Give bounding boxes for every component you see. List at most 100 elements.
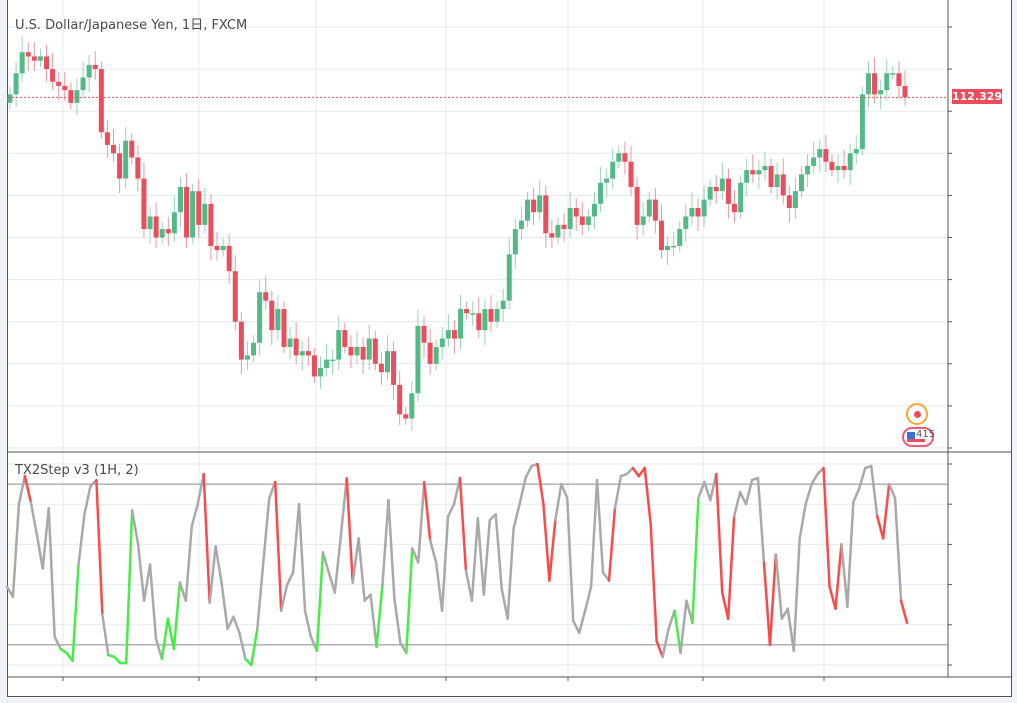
indicator-segment [482,519,492,596]
candle-up [324,359,330,369]
candle-down [421,325,427,343]
indicator-segment [333,535,343,594]
candle-down [397,384,403,415]
indicator-segment [643,466,652,526]
indicator-segment [679,599,688,655]
indicator-segment [756,476,766,564]
indicator-segment [881,482,891,540]
indicator-segment [524,464,533,480]
candle-up [616,153,622,162]
candle-down [768,165,774,187]
indicator-segment [190,502,199,528]
indicator-segment [744,478,754,506]
indicator-segment [41,506,50,570]
candle-up [847,153,853,171]
candle-down [196,191,202,225]
candle-up [257,292,263,343]
candle-up [251,342,257,356]
us-flag-icon[interactable]: 415 [902,427,935,447]
candle-up [74,90,80,103]
candle-up [86,64,92,78]
indicator-segment [83,484,92,516]
candle-up [835,165,841,171]
candle-down [786,195,792,209]
candle-up [409,393,415,419]
indicator-segment [798,502,807,540]
candle-down [214,245,220,251]
candle-up [19,52,25,74]
candle-up [202,203,208,225]
candle-down [293,338,299,356]
candle-up [123,140,129,179]
candle-up [683,216,689,230]
event-circle-icon[interactable] [906,403,928,425]
candle-down [129,140,135,158]
indicator-segment [852,486,861,504]
indicator-segment [518,476,527,506]
indicator-segment [428,539,438,564]
candle-down [360,346,366,360]
indicator-segment [607,506,617,582]
candle-up [287,338,293,347]
indicator-segment [774,553,784,621]
candle-up [190,191,196,238]
candle-up [384,351,390,373]
candle-down [44,56,50,70]
candle-down [238,321,244,360]
candle-down [226,245,232,272]
indicator-segment [113,655,122,665]
indicator-segment [124,508,134,665]
candle-down [342,330,348,347]
indicator-segment [339,476,348,538]
indicator-segment [512,502,521,530]
candle-up [719,178,725,192]
candle-up [640,216,646,225]
indicator-segment [53,635,62,651]
indicator-segment [291,502,301,574]
candle-down [153,216,159,238]
indicator-segment [238,631,247,661]
indicator-segment [160,617,170,661]
candle-down [184,186,190,238]
indicator-segment [77,513,86,566]
candle-down [579,216,585,225]
candle-up [220,245,226,251]
candle-up [13,73,19,95]
indicator-segment [273,480,283,612]
candle-up [890,73,896,75]
indicator-segment [23,474,33,504]
indicator-segment [661,627,670,659]
candle-up [738,182,744,213]
indicator-segment [452,476,462,506]
candle-up [859,94,865,150]
candle-up [7,94,13,103]
candle-up [299,351,305,356]
indicator-segment [655,639,664,659]
indicator-segment [738,490,748,506]
indicator-segment [434,561,444,612]
candle-up [756,170,762,175]
indicator-segment [327,571,337,594]
candle-up [336,330,342,360]
candle-up [244,355,250,360]
candle-up [811,157,817,166]
candle-down [141,178,147,230]
candle-down [829,161,835,171]
candle-down [56,81,62,86]
indicator-segment [697,480,706,500]
candle-up [610,161,616,179]
candle-up [494,309,500,322]
candle-up [646,199,652,217]
last-price-label: 112.329 [952,89,1003,104]
candle-up [275,309,281,331]
indicator-segment [142,563,152,602]
indicator-segment [649,523,658,643]
candle-up [177,186,183,213]
indicator-segment [560,482,569,500]
candle-down [50,69,56,82]
indicator-segment [792,537,801,653]
candle-down [269,300,275,331]
candle-up [884,73,890,91]
indicator-segment [786,607,796,653]
